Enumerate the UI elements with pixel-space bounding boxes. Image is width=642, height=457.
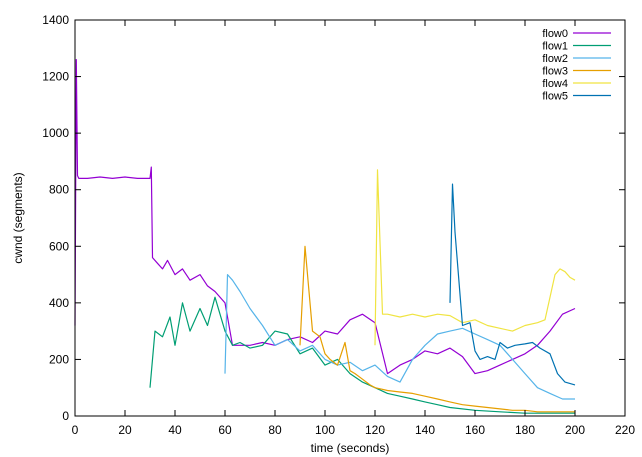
legend-label-flow3: flow3 <box>542 66 568 78</box>
y-tick-label: 600 <box>49 239 69 253</box>
y-tick-label: 400 <box>49 296 69 310</box>
series-line-flow3 <box>299 245 575 413</box>
series-line-flow5 <box>449 183 576 386</box>
y-tick-label: 0 <box>62 409 69 423</box>
x-tick-label: 220 <box>615 423 635 437</box>
x-tick-label: 140 <box>415 423 435 437</box>
y-tick-label: 800 <box>49 183 69 197</box>
y-tick-label: 200 <box>49 352 69 366</box>
y-tick-label: 1200 <box>42 70 69 84</box>
x-tick-label: 60 <box>218 423 232 437</box>
y-axis-label: cwnd (segments) <box>11 172 25 263</box>
legend-label-flow5: flow5 <box>542 91 568 103</box>
legend-label-flow2: flow2 <box>542 53 568 65</box>
y-tick-label: 1400 <box>42 13 69 27</box>
legend-label-flow0: flow0 <box>542 28 568 40</box>
x-tick-label: 20 <box>118 423 132 437</box>
x-tick-label: 100 <box>315 423 335 437</box>
series-line-flow4 <box>374 169 576 346</box>
series-line-flow0 <box>74 58 576 375</box>
legend-label-flow1: flow1 <box>542 41 568 53</box>
x-tick-label: 200 <box>565 423 585 437</box>
x-tick-label: 40 <box>168 423 182 437</box>
series-layer <box>74 58 576 414</box>
x-tick-label: 80 <box>268 423 282 437</box>
x-tick-label: 180 <box>515 423 535 437</box>
legend-label-flow4: flow4 <box>542 78 568 90</box>
x-tick-label: 160 <box>465 423 485 437</box>
series-line-flow2 <box>224 274 575 400</box>
x-tick-label: 0 <box>72 423 79 437</box>
x-axis-label: time (seconds) <box>311 441 390 455</box>
series-line-flow1 <box>149 296 575 414</box>
axis-ticks: 0 20 40 60 80 100 120 140 160 180 200 220 0 200 400 600… <box>42 13 635 437</box>
plot-frame <box>74 19 626 417</box>
y-tick-label: 1000 <box>42 126 69 140</box>
x-tick-label: 120 <box>365 423 385 437</box>
